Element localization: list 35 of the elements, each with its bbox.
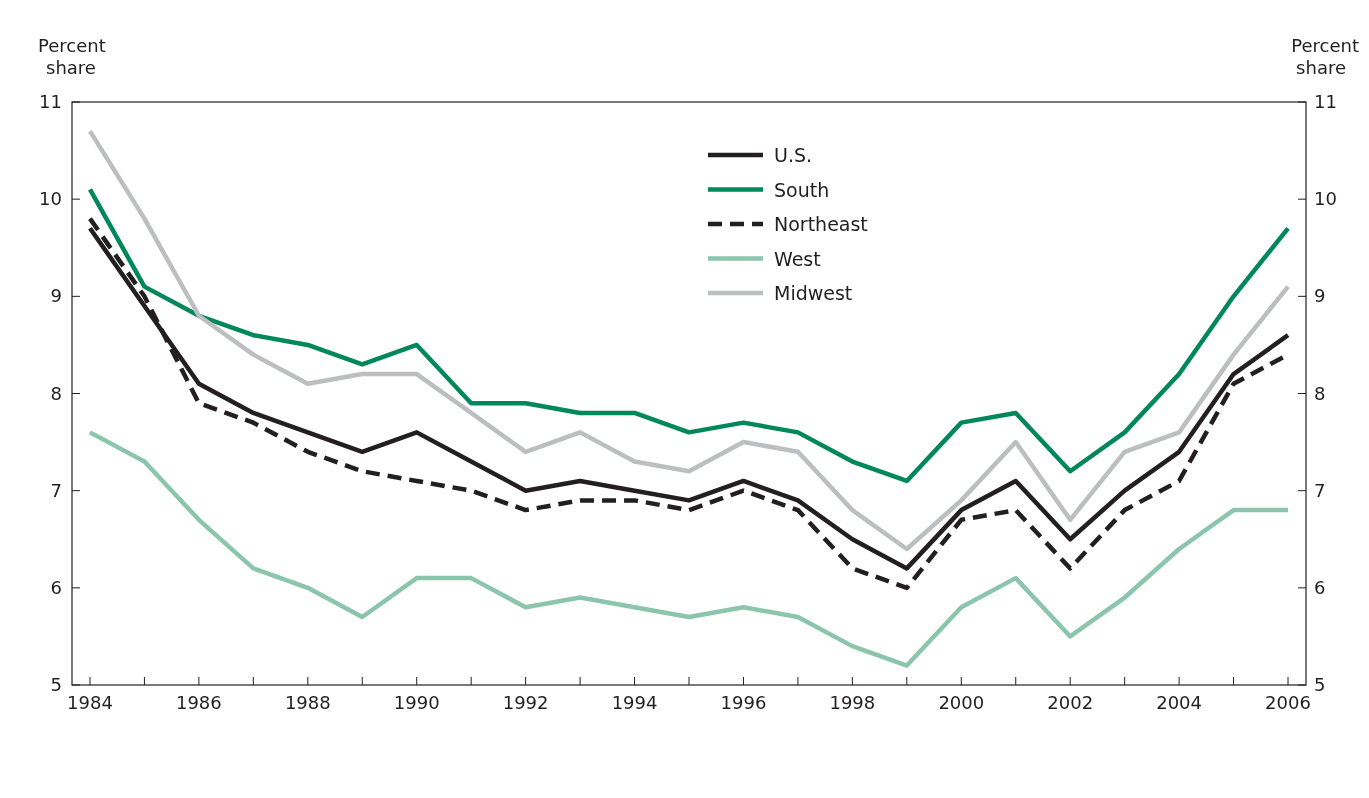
x-tick-label: 1998	[829, 692, 876, 713]
y-axis-title: Percent share	[38, 35, 106, 78]
legend-label: Northeast	[774, 213, 868, 235]
y2-tick-label: 9	[1314, 285, 1326, 307]
legend-label: U.S.	[774, 144, 813, 166]
x-tick-label: 1986	[175, 692, 222, 713]
y2-tick-label: 10	[1314, 188, 1337, 210]
x-tick-label: 1992	[502, 692, 549, 713]
y-tick-label: 7	[50, 479, 62, 501]
y-tick-label: 9	[50, 285, 62, 307]
x-tick-label: 1996	[720, 692, 767, 713]
y-tick-label: 10	[39, 188, 62, 210]
y2-tick-label: 11	[1314, 91, 1337, 112]
y-tick-label: 5	[50, 674, 62, 695]
x-tick-label: 2000	[938, 692, 985, 713]
y-tick-label: 8	[50, 382, 62, 404]
line-series	[87, 128, 1291, 552]
y2-tick-label: 8	[1314, 382, 1326, 404]
y2-axis-title: Percent share	[1291, 35, 1359, 78]
x-tick-label: 1984	[67, 692, 113, 713]
x-tick-label: 2006	[1265, 692, 1311, 713]
x-tick-label: 2004	[1156, 692, 1203, 713]
y-tick-label: 6	[50, 576, 62, 598]
legend-label: South	[774, 178, 830, 201]
y-tick-label: 11	[39, 91, 62, 112]
y2-tick-label: 7	[1314, 479, 1326, 501]
line-series	[87, 430, 1291, 668]
y2-tick-label: 5	[1314, 674, 1326, 695]
x-tick-label: 2002	[1047, 692, 1094, 713]
x-tick-label: 1994	[611, 692, 658, 713]
x-tick-label: 1988	[284, 692, 331, 713]
legend-label: Midwest	[774, 282, 853, 304]
legend-label: West	[774, 247, 821, 270]
y2-tick-label: 6	[1314, 576, 1326, 598]
x-tick-label: 1990	[393, 692, 440, 713]
